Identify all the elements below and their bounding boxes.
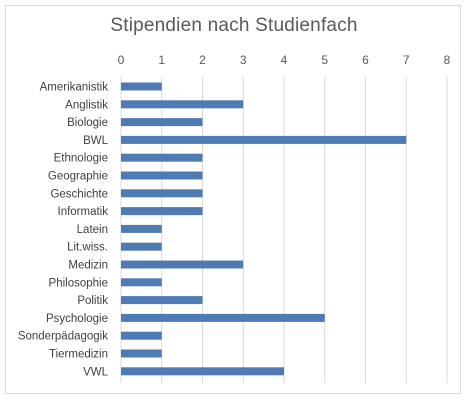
category-label: Informatik <box>58 206 109 218</box>
x-tick-label: 6 <box>362 53 369 67</box>
category-label: VWL <box>83 366 109 378</box>
category-label: Psychologie <box>46 313 108 325</box>
x-axis-tick-labels: 0 1 2 3 4 5 6 7 8 <box>118 53 451 67</box>
chart-frame <box>5 5 461 394</box>
bar <box>121 367 284 376</box>
category-label: Sonderpädagogik <box>18 331 108 343</box>
x-tick-label: 1 <box>158 53 165 67</box>
bar <box>121 260 244 269</box>
category-label: BWL <box>83 135 109 147</box>
category-label: Medizin <box>68 260 108 272</box>
bar <box>121 135 407 144</box>
category-label: Latein <box>77 224 108 236</box>
x-tick-label: 3 <box>240 53 247 67</box>
category-label: Lit.wiss. <box>67 242 108 254</box>
x-tick-label: 2 <box>199 53 206 67</box>
bar <box>121 349 162 358</box>
bar <box>121 118 203 127</box>
category-label: Biologie <box>67 117 108 129</box>
y-axis-category-labels: Amerikanistik Anglistik Biologie BWL Ethnolo… <box>18 82 109 379</box>
category-label: Politik <box>77 295 108 307</box>
bar <box>121 313 325 322</box>
bar <box>121 189 203 198</box>
bar <box>121 207 203 216</box>
bar <box>121 82 162 91</box>
bar <box>121 331 162 340</box>
bar <box>121 296 203 305</box>
category-label: Geschichte <box>50 188 108 200</box>
gridlines <box>120 77 448 383</box>
x-tick-label: 0 <box>118 53 125 67</box>
x-tick-label: 8 <box>444 53 451 67</box>
bar <box>121 278 162 287</box>
bar <box>121 100 244 109</box>
bar <box>121 224 162 233</box>
chart-title: Stipendien nach Studienfach <box>110 15 358 36</box>
x-tick-label: 4 <box>281 53 288 67</box>
bar <box>121 242 162 251</box>
category-label: Geographie <box>48 171 108 183</box>
bar <box>121 171 203 180</box>
category-label: Tiermedizin <box>49 349 108 361</box>
x-tick-label: 5 <box>321 53 328 67</box>
category-label: Philosophie <box>49 277 108 289</box>
x-tick-label: 7 <box>403 53 410 67</box>
bar <box>121 153 203 162</box>
category-label: Anglistik <box>65 99 108 111</box>
category-label: Amerikanistik <box>40 82 109 94</box>
category-label: Ethnologie <box>54 153 108 165</box>
bars <box>121 82 407 376</box>
